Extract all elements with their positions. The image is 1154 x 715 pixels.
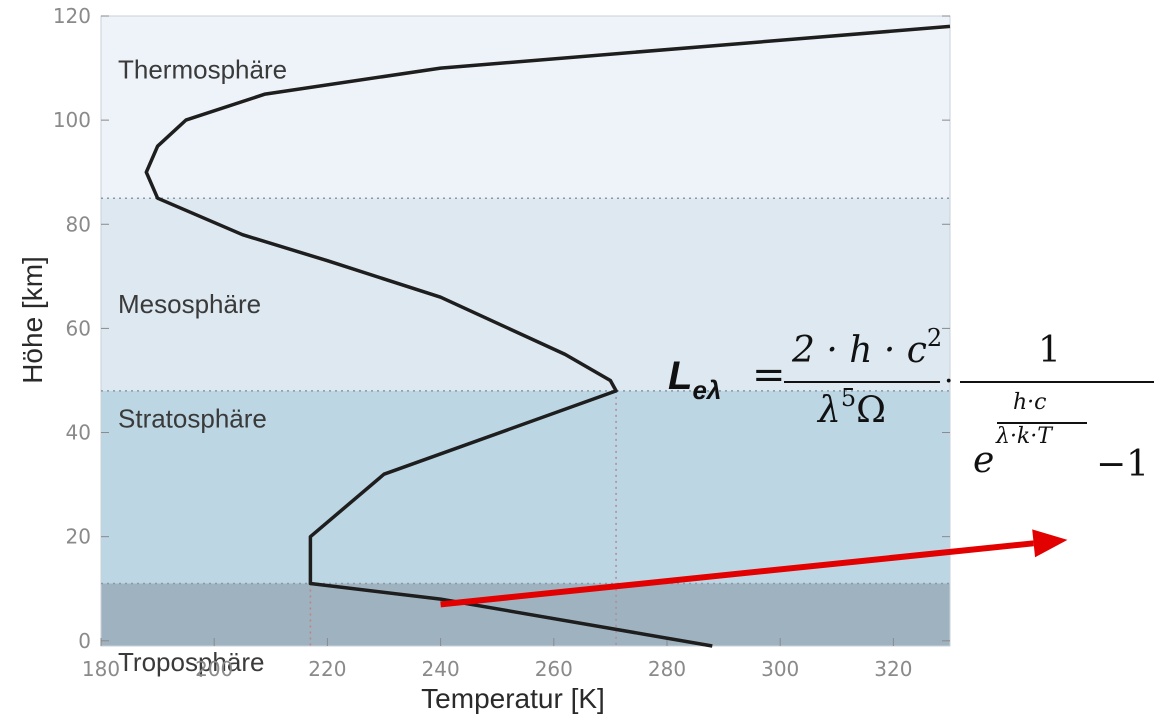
y-tick-label-6: 120 xyxy=(53,4,91,28)
y-tick-label-0: 0 xyxy=(78,629,91,653)
y-axis-title: Höhe [km] xyxy=(17,256,48,384)
temperature-profile-line xyxy=(144,24,951,648)
layer-band-1 xyxy=(101,198,950,391)
y-tick-label-1: 20 xyxy=(66,525,91,549)
y-tick-label-5: 100 xyxy=(53,108,91,132)
x-tick-label-3: 240 xyxy=(422,657,460,681)
formula-exp-base: e xyxy=(973,440,995,481)
y-tick-labels: 0 20 40 60 80 100 120 xyxy=(53,4,91,653)
formula-den1-sup: 5 xyxy=(840,384,857,412)
formula-fraction-bar-1 xyxy=(784,381,940,383)
formula-numerator-1: 2 · h · c2 xyxy=(792,324,942,371)
layer-label-3: Troposphäre xyxy=(118,647,264,677)
x-tick-label-1: 200 xyxy=(195,657,233,681)
red-arrow-shaft xyxy=(440,540,1034,608)
x-tick-label-0: 180 xyxy=(82,657,120,681)
formula-num1-text: 2 · h · c xyxy=(792,330,927,371)
y-tick-label-4: 80 xyxy=(66,212,91,236)
formula-num1-sup: 2 xyxy=(926,324,943,352)
formula-den1-lambda: λ xyxy=(818,390,841,431)
formula-fraction-bar-2 xyxy=(960,381,1154,383)
layer-band-0 xyxy=(101,16,950,199)
formula-dot: · xyxy=(944,364,954,399)
layer-label-1: Mesosphäre xyxy=(118,289,261,319)
y-tick-label-2: 40 xyxy=(66,421,91,445)
tick-marks xyxy=(100,15,950,646)
x-tick-label-6: 300 xyxy=(761,657,799,681)
y-tick-label-3: 60 xyxy=(66,316,91,340)
formula-equals: = xyxy=(752,352,786,398)
x-tick-labels: 180 200 220 240 260 280 300 320 xyxy=(82,657,913,681)
formula-L-symbol: L xyxy=(668,354,693,398)
formula-L: Leλ xyxy=(668,354,721,405)
x-axis-title: Temperatur [K] xyxy=(421,683,605,714)
x-tick-label-5: 280 xyxy=(648,657,686,681)
reference-lines xyxy=(309,390,617,646)
plot-frame xyxy=(100,15,951,647)
layer-label-0: Thermosphäre xyxy=(118,54,287,84)
formula-denominator-1: λ5Ω xyxy=(818,384,886,431)
formula-den1-omega: Ω xyxy=(856,390,886,431)
layer-label-2: Stratosphäre xyxy=(118,403,267,433)
formula-exp-bar xyxy=(997,422,1087,424)
x-tick-label-2: 220 xyxy=(308,657,346,681)
formula-exp-denominator: λ·k·T xyxy=(996,424,1052,449)
x-tick-label-4: 260 xyxy=(535,657,573,681)
x-tick-label-7: 320 xyxy=(874,657,912,681)
formula-exp-numerator: h·c xyxy=(1013,390,1047,415)
formula-minus-one: −1 xyxy=(1096,444,1150,485)
layer-labels: Thermosphäre Mesosphäre Stratosphäre Tropos… xyxy=(118,54,287,676)
formula-numerator-2: 1 xyxy=(1038,330,1061,371)
red-arrow-head xyxy=(1032,529,1068,558)
formula-L-subscript: eλ xyxy=(692,375,722,405)
